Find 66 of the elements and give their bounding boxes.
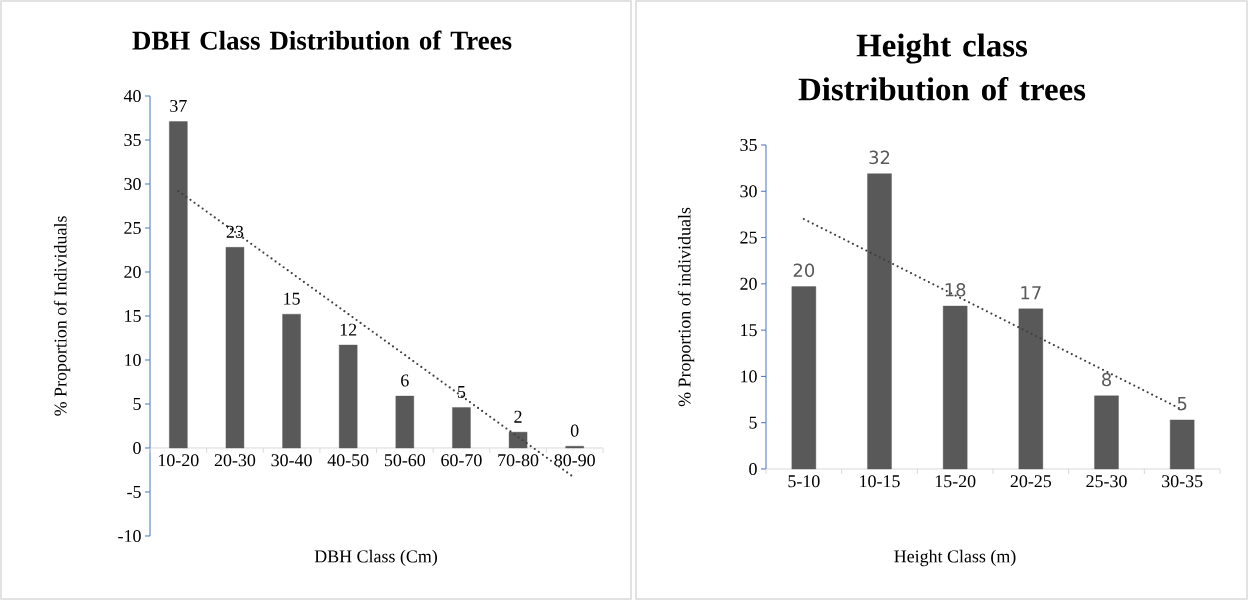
data-label: 8 xyxy=(1102,372,1111,387)
y-tick-label: 20 xyxy=(124,265,141,279)
y-tick-label: 15 xyxy=(125,309,141,322)
x-tick-label: 10-20 xyxy=(158,454,199,467)
y-tick-label: 10 xyxy=(741,370,757,383)
chart-title: Height class Distribution of trees xyxy=(798,33,1086,101)
x-tick-label: 25-30 xyxy=(1086,475,1127,488)
x-tick-label: 50-60 xyxy=(384,454,426,467)
bar xyxy=(791,286,817,470)
chart-title: DBH Class Distribution of Trees xyxy=(132,30,512,50)
data-label: 32 xyxy=(869,150,890,165)
data-label: 15 xyxy=(284,292,300,305)
bar xyxy=(339,344,358,449)
y-tick-label: -10 xyxy=(118,529,141,543)
data-label: 20 xyxy=(793,263,815,278)
bar xyxy=(867,173,892,470)
x-axis-title: Height Class (m) xyxy=(894,549,1016,567)
bar xyxy=(452,407,471,449)
x-tick-label: 5-10 xyxy=(788,475,820,488)
data-label: 12 xyxy=(340,323,357,336)
data-label: 5 xyxy=(1177,397,1187,411)
y-tick-label: 0 xyxy=(133,441,141,455)
data-label: 0 xyxy=(570,424,579,437)
y-axis-title: % Proportion of Individuals xyxy=(53,216,71,416)
y-tick-label: 5 xyxy=(133,398,141,410)
y-tick-label: 35 xyxy=(740,138,757,152)
y-tick-label: 40 xyxy=(123,89,141,103)
y-axis-title: % Proportion of individuals xyxy=(677,207,695,407)
x-axis-title: DBH Class (Cm) xyxy=(314,549,437,567)
x-tick-label: 60-70 xyxy=(441,454,482,467)
data-label: 23 xyxy=(226,225,244,238)
bar xyxy=(282,314,301,449)
y-tick-label: 15 xyxy=(741,324,757,337)
data-label: 5 xyxy=(458,386,466,398)
x-tick-label: 70-80 xyxy=(498,454,539,467)
data-label: 2 xyxy=(514,410,522,423)
y-tick-label: 20 xyxy=(740,277,757,290)
bar xyxy=(1169,419,1195,470)
bar xyxy=(942,305,968,470)
x-tick-label: 15-20 xyxy=(935,475,976,488)
y-tick-label: 5 xyxy=(749,416,757,429)
data-label: 18 xyxy=(945,282,966,297)
x-tick-label: 30-40 xyxy=(271,454,312,467)
y-tick-label: 0 xyxy=(749,462,757,476)
x-tick-label: 10-15 xyxy=(860,475,900,488)
y-tick-label: 35 xyxy=(124,133,141,147)
x-tick-label: 80-90 xyxy=(554,454,595,467)
x-tick-label: 20-25 xyxy=(1010,475,1052,488)
x-tick-label: 20-30 xyxy=(214,454,256,467)
y-tick-label: 25 xyxy=(740,231,757,244)
bar xyxy=(169,121,188,449)
data-label: 17 xyxy=(1021,286,1041,300)
data-label: 37 xyxy=(170,99,187,112)
y-tick-label: 10 xyxy=(125,353,141,367)
bar xyxy=(508,431,528,449)
x-tick-label: 30-35 xyxy=(1162,475,1203,488)
y-tick-label: 30 xyxy=(740,185,757,198)
y-tick-label: 25 xyxy=(124,221,141,235)
y-tick-label: 30 xyxy=(124,177,141,191)
bar xyxy=(1094,395,1119,470)
y-tick-label: -5 xyxy=(127,486,141,498)
bar xyxy=(1018,308,1044,470)
data-label: 6 xyxy=(401,374,409,387)
x-tick-label: 40-50 xyxy=(327,454,369,467)
bar xyxy=(225,247,245,449)
bar xyxy=(395,395,415,449)
